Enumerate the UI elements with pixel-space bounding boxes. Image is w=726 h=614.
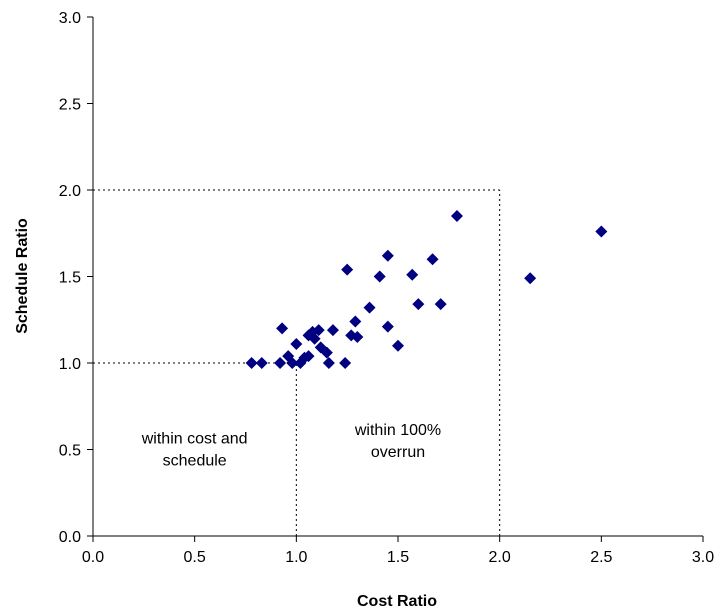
data-point-diamond — [595, 225, 608, 238]
data-point-diamond — [312, 324, 325, 337]
x-tick-label: 3.0 — [692, 549, 714, 566]
data-point-diamond — [381, 320, 394, 333]
data-point-diamond — [363, 301, 376, 314]
data-point-diamond — [434, 298, 447, 311]
x-tick-label: 1.0 — [285, 549, 307, 566]
data-point-diamond — [341, 263, 354, 276]
data-point-diamond — [290, 337, 303, 350]
x-axis-ticks: 0.0 0.5 1.0 1.5 2.0 2.5 3.0 — [82, 536, 714, 566]
data-point-diamond — [322, 357, 335, 369]
data-point-diamond — [339, 357, 352, 369]
data-point-diamond — [320, 346, 333, 359]
y-tick-label: 3.0 — [59, 10, 81, 27]
y-axis-ticks: 0.0 0.5 1.0 1.5 2.0 2.5 3.0 — [59, 10, 93, 546]
data-point-diamond — [326, 324, 339, 337]
data-point-diamond — [373, 270, 386, 283]
y-tick-label: 0.5 — [59, 443, 81, 460]
within-overrun-label: within 100% overrun — [354, 422, 441, 461]
x-tick-label: 1.5 — [387, 549, 409, 566]
y-tick-label: 0.0 — [59, 529, 81, 546]
data-point-diamond — [351, 331, 364, 344]
data-point-diamond — [381, 249, 394, 262]
x-tick-label: 0.5 — [184, 549, 206, 566]
x-tick-label: 0.0 — [82, 549, 104, 566]
y-tick-label: 2.0 — [59, 183, 81, 200]
data-point-diamond — [274, 357, 287, 369]
data-point-diamond — [349, 315, 362, 328]
data-point-diamond — [286, 357, 299, 369]
data-point-diamond — [392, 339, 404, 352]
annotations: within cost and schedule within 100% overru… — [141, 422, 441, 470]
reference-lines — [93, 189, 501, 536]
y-tick-label: 1.0 — [59, 356, 81, 373]
x-tick-label: 2.0 — [489, 549, 511, 566]
data-point-diamond — [426, 253, 439, 266]
data-point-diamond — [302, 350, 315, 363]
y-axis-title: Schedule Ratio — [14, 218, 31, 334]
y-tick-label: 2.5 — [59, 97, 81, 114]
data-point-diamond — [406, 268, 419, 281]
x-axis-title: Cost Ratio — [357, 593, 437, 610]
data-point-diamond — [450, 209, 463, 222]
data-point-diamond — [412, 298, 425, 311]
data-point-diamond — [308, 332, 321, 345]
y-tick-label: 1.5 — [59, 270, 81, 287]
data-point-diamond — [524, 272, 537, 285]
data-points — [245, 209, 608, 369]
x-tick-label: 2.5 — [590, 549, 612, 566]
within-cost-schedule-label: within cost and schedule — [141, 431, 248, 470]
data-point-diamond — [276, 322, 289, 335]
data-point-diamond — [255, 357, 268, 369]
data-point-diamond — [245, 357, 258, 369]
